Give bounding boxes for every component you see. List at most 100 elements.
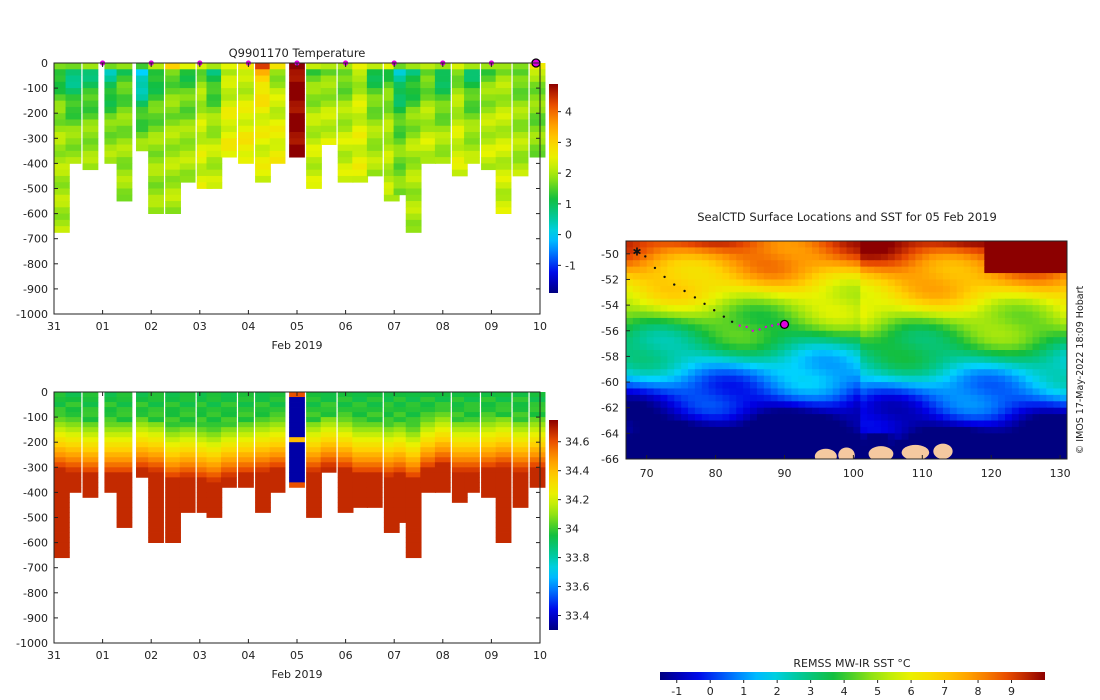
salinity-cell: [289, 462, 305, 468]
sst-cell: [860, 459, 867, 466]
temperature-cell: [206, 138, 223, 145]
sst-cell: [653, 420, 662, 428]
sst-cell: [798, 356, 806, 364]
temperature-cell: [206, 63, 223, 70]
temperature-cell: [289, 106, 305, 114]
temperature-cell: [420, 88, 437, 95]
salinity-cell: [289, 407, 305, 413]
sst-cell: [998, 459, 1005, 466]
sst-cell: [846, 375, 854, 383]
sst-cell: [839, 253, 848, 261]
salinity-cell: [352, 442, 369, 448]
temperature-cell: [366, 100, 383, 108]
sst-cell: [874, 317, 882, 325]
sst-cell: [750, 343, 758, 351]
sst-cell: [901, 350, 910, 358]
sst-cell: [784, 317, 792, 325]
sst-cell: [936, 260, 944, 268]
temperature-cell: [352, 113, 369, 120]
sst-cell: [956, 388, 965, 396]
sst-cell: [805, 426, 813, 434]
sst-cell: [1032, 388, 1041, 396]
sst-cell: [977, 369, 985, 377]
temperature-y-tick: -900: [23, 283, 48, 296]
salinity-cell: [255, 402, 271, 408]
sst-cell: [626, 356, 634, 364]
salinity-cell: [82, 432, 99, 438]
temperature-cell: [352, 94, 369, 102]
sst-cell: [743, 279, 751, 287]
temperature-cell: [54, 81, 70, 89]
temperature-cell: [383, 163, 400, 171]
sst-cell: [646, 324, 655, 332]
sst-cell: [929, 401, 937, 409]
sst-cell: [860, 279, 868, 287]
salinity-cell: [238, 422, 254, 428]
temperature-cell: [148, 132, 164, 139]
salinity-cell: [495, 432, 512, 438]
salinity-cell: [495, 537, 512, 543]
sst-cell: [998, 311, 1006, 319]
sst-colorbar-tick: 2: [774, 685, 781, 698]
sst-cell: [867, 279, 875, 287]
sst-cell: [942, 273, 951, 281]
temperature-cell: [196, 157, 213, 164]
sst-cell: [756, 407, 765, 415]
sst-cell: [1046, 298, 1054, 306]
temperature-cell: [451, 81, 468, 89]
temperature-cell: [65, 100, 82, 108]
sst-cell: [977, 266, 985, 274]
sst-cell: [929, 266, 937, 274]
sst-cell: [860, 324, 868, 332]
sst-cell: [1011, 298, 1020, 306]
temperature-cell: [148, 119, 164, 127]
land-patch: [901, 444, 930, 459]
sst-cell: [694, 330, 703, 338]
sst-cell: [887, 362, 896, 370]
sst-cell: [653, 375, 662, 383]
temperature-cell: [306, 163, 322, 171]
sst-cell: [1018, 279, 1027, 287]
salinity-cell: [82, 402, 99, 408]
sst-cell: [846, 260, 854, 268]
sst-cell: [977, 459, 984, 466]
sst-cell: [791, 273, 799, 281]
land-patch: [933, 443, 953, 459]
salinity-cell: [54, 417, 70, 423]
temperature-cell: [221, 138, 237, 145]
temperature-cell: [269, 75, 286, 83]
sst-cell: [1011, 388, 1020, 396]
salinity-cell: [289, 457, 305, 463]
sst-cell: [942, 292, 951, 300]
temperature-cell: [82, 75, 99, 83]
sst-cell: [936, 330, 944, 338]
temperature-cell: [320, 75, 337, 83]
temperature-cell: [337, 144, 354, 152]
sst-cell: [894, 420, 903, 428]
salinity-cell: [306, 407, 322, 413]
sst-cell: [874, 292, 882, 300]
salinity-cell: [179, 397, 196, 403]
salinity-cell: [238, 482, 254, 488]
sst-cell: [763, 253, 772, 261]
sst-cell: [991, 311, 999, 319]
sst-cell: [860, 317, 868, 325]
sst-cell: [756, 414, 765, 422]
sst-cell: [708, 433, 717, 441]
sst-cell: [894, 407, 903, 415]
sst-cell: [805, 394, 813, 402]
sst-cell: [1032, 292, 1041, 300]
salinity-y-tick: -300: [23, 461, 48, 474]
salinity-cell: [104, 397, 121, 403]
sst-cell: [674, 260, 682, 268]
sst-cell: [798, 279, 806, 287]
sst-cell: [812, 292, 820, 300]
sst-cell: [1060, 241, 1067, 249]
salinity-cell: [255, 497, 271, 503]
sst-cell: [977, 414, 985, 422]
sst-cell: [1032, 407, 1041, 415]
sst-cell: [667, 375, 675, 383]
sst-cell: [736, 452, 744, 459]
salinity-cell: [148, 392, 164, 398]
sst-cell: [646, 305, 655, 313]
